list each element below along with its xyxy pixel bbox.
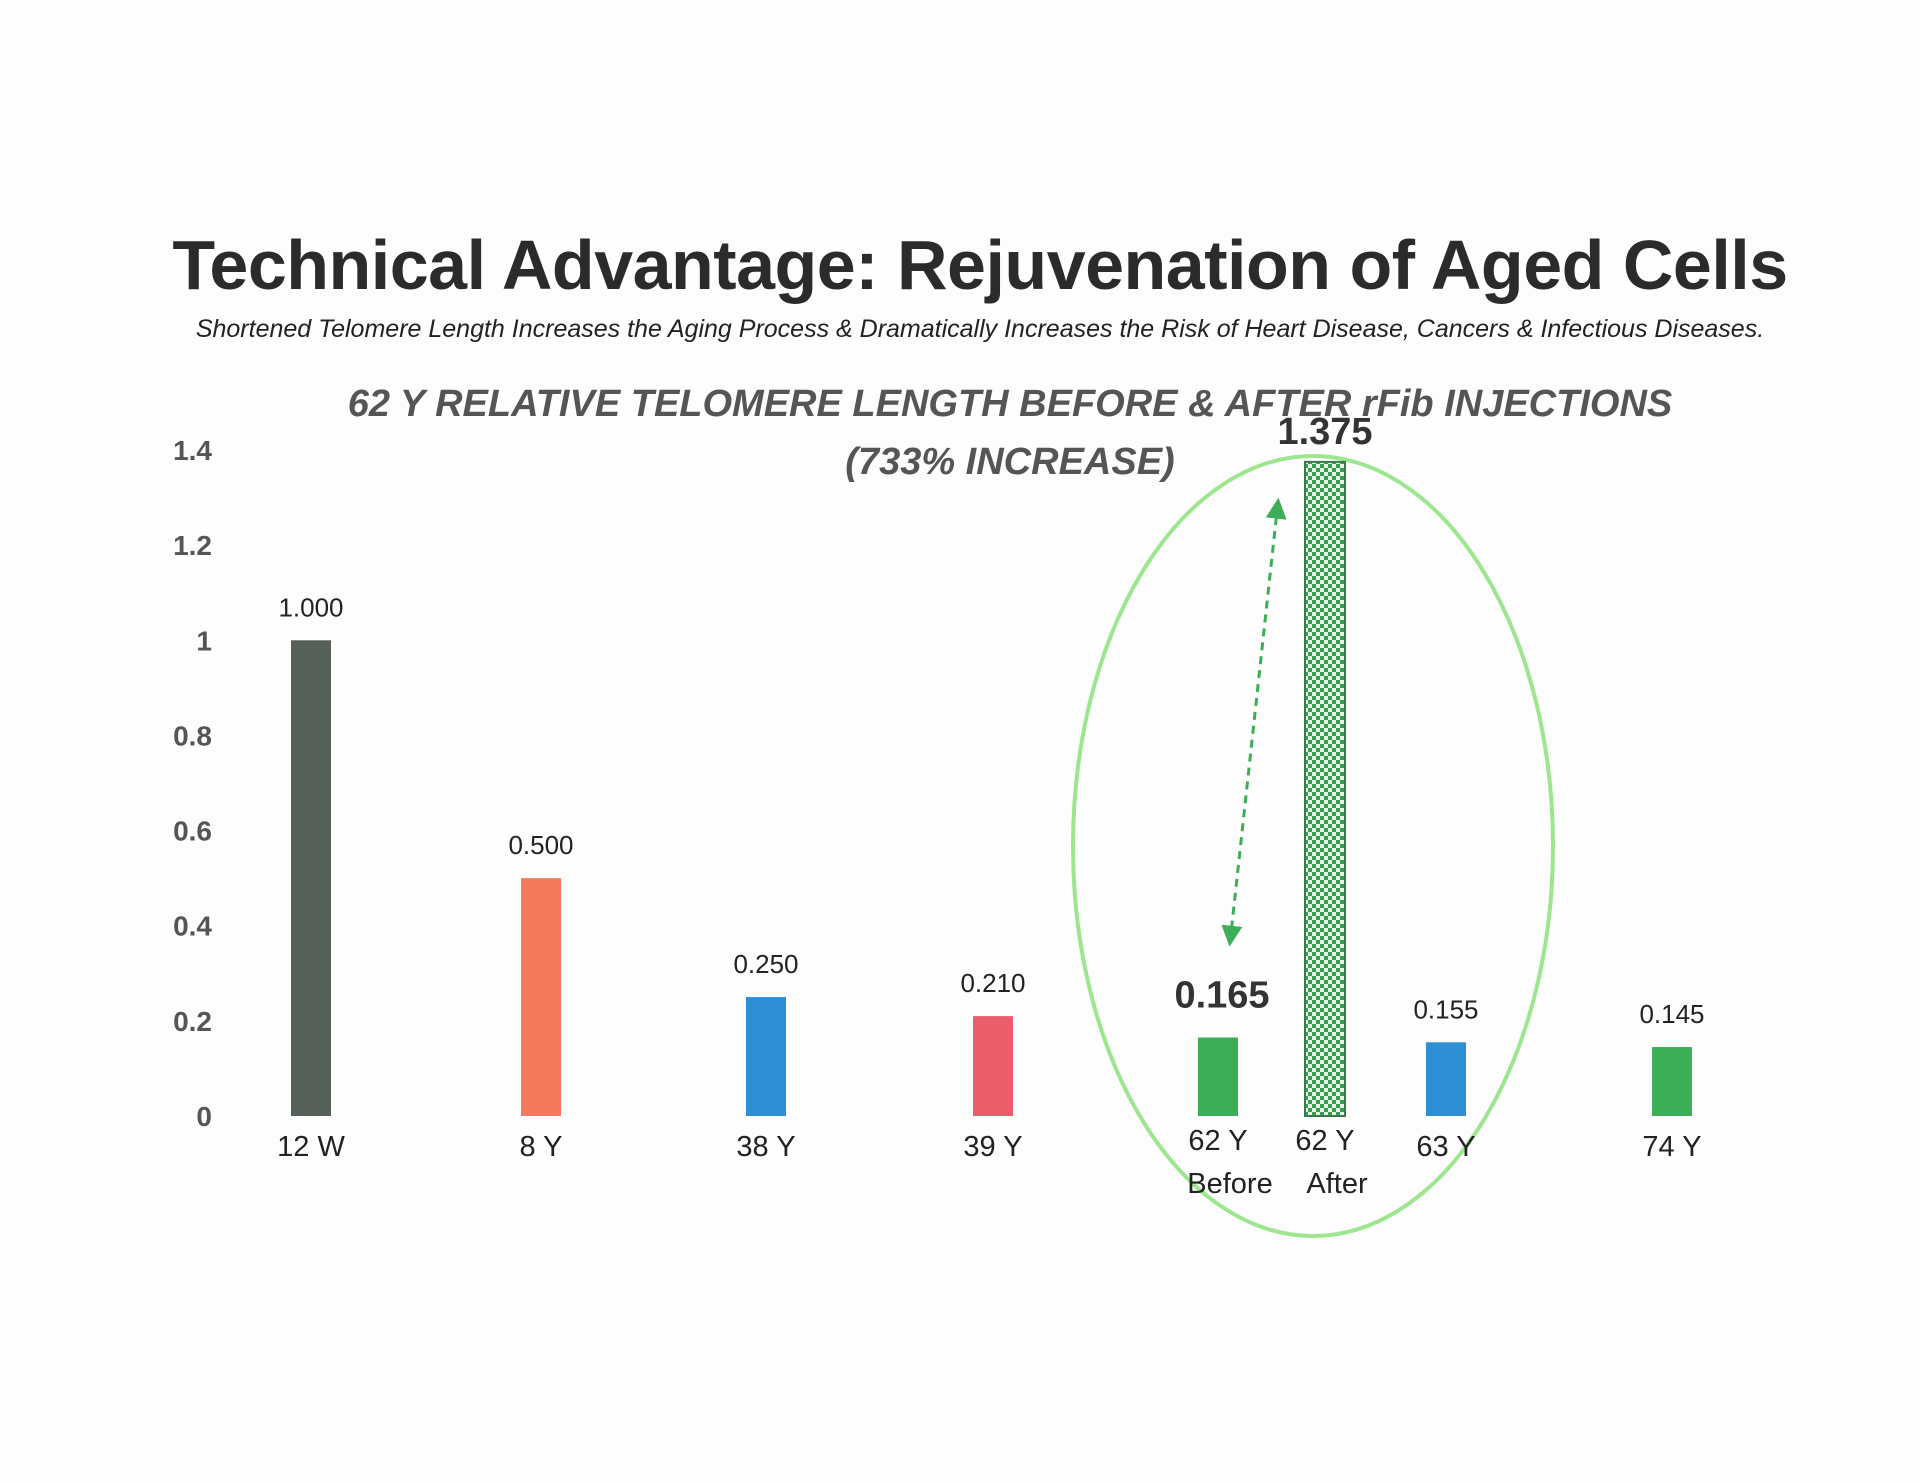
bar-value-label: 1.375 bbox=[1277, 411, 1372, 453]
highlight-group bbox=[1071, 454, 1555, 1238]
increase-arrow bbox=[1221, 497, 1287, 947]
y-tick-label: 0.8 bbox=[173, 720, 212, 751]
x-tick-label: 39 Y bbox=[963, 1131, 1022, 1163]
x-tick-label: 38 Y bbox=[736, 1131, 795, 1163]
y-tick-label: 0 bbox=[196, 1101, 212, 1132]
x-tick-label: 12 W bbox=[277, 1131, 345, 1163]
y-axis: 0 0.2 0.4 0.6 0.8 1 1.2 1.4 bbox=[173, 435, 212, 1132]
bar bbox=[1652, 1047, 1692, 1116]
y-tick-label: 1.4 bbox=[173, 435, 212, 466]
chart-title-line2: (733% INCREASE) bbox=[845, 441, 1175, 483]
bar bbox=[973, 1016, 1013, 1116]
x-tick-label: 62 Y bbox=[1188, 1125, 1247, 1157]
y-tick-label: 1.2 bbox=[173, 530, 212, 561]
bar bbox=[1304, 460, 1346, 1117]
x-tick-sublabel: After bbox=[1306, 1168, 1368, 1200]
highlight-ellipse bbox=[1071, 454, 1555, 1238]
labels-group: 1.000 12 W 0.500 8 Y 0.250 38 Y 0.210 39 Y 0.165… bbox=[277, 411, 1704, 1200]
bar-value-label: 0.210 bbox=[960, 968, 1025, 998]
y-tick-label: 0.2 bbox=[173, 1006, 212, 1037]
x-tick-label: 74 Y bbox=[1642, 1131, 1701, 1163]
bar bbox=[291, 640, 331, 1116]
chart-title: 62 Y RELATIVE TELOMERE LENGTH BEFORE & A… bbox=[300, 375, 1720, 491]
x-tick-label: 62 Y bbox=[1295, 1125, 1354, 1157]
bar-value-label: 0.145 bbox=[1639, 999, 1704, 1029]
x-tick-label: 63 Y bbox=[1416, 1131, 1475, 1163]
bar bbox=[1426, 1042, 1466, 1116]
bar bbox=[521, 878, 561, 1116]
y-tick-label: 0.4 bbox=[173, 911, 212, 942]
bar bbox=[1198, 1037, 1238, 1116]
page-subtitle: Shortened Telomere Length Increases the … bbox=[195, 315, 1765, 343]
bar-value-label: 1.000 bbox=[278, 592, 343, 622]
bar bbox=[746, 997, 786, 1116]
bar-value-label: 0.155 bbox=[1413, 994, 1478, 1024]
bar-value-label: 0.165 bbox=[1174, 975, 1269, 1017]
y-tick-label: 0.6 bbox=[173, 816, 212, 847]
x-tick-label: 8 Y bbox=[519, 1131, 562, 1163]
bars-group bbox=[291, 460, 1692, 1117]
bar-value-label: 0.500 bbox=[508, 830, 573, 860]
chart-title-line1: 62 Y RELATIVE TELOMERE LENGTH BEFORE & A… bbox=[347, 383, 1673, 425]
bar-value-label: 0.250 bbox=[733, 949, 798, 979]
x-tick-sublabel: Before bbox=[1187, 1168, 1272, 1200]
page-title: Technical Advantage: Rejuvenation of Age… bbox=[172, 226, 1788, 304]
y-tick-label: 1 bbox=[196, 625, 212, 656]
